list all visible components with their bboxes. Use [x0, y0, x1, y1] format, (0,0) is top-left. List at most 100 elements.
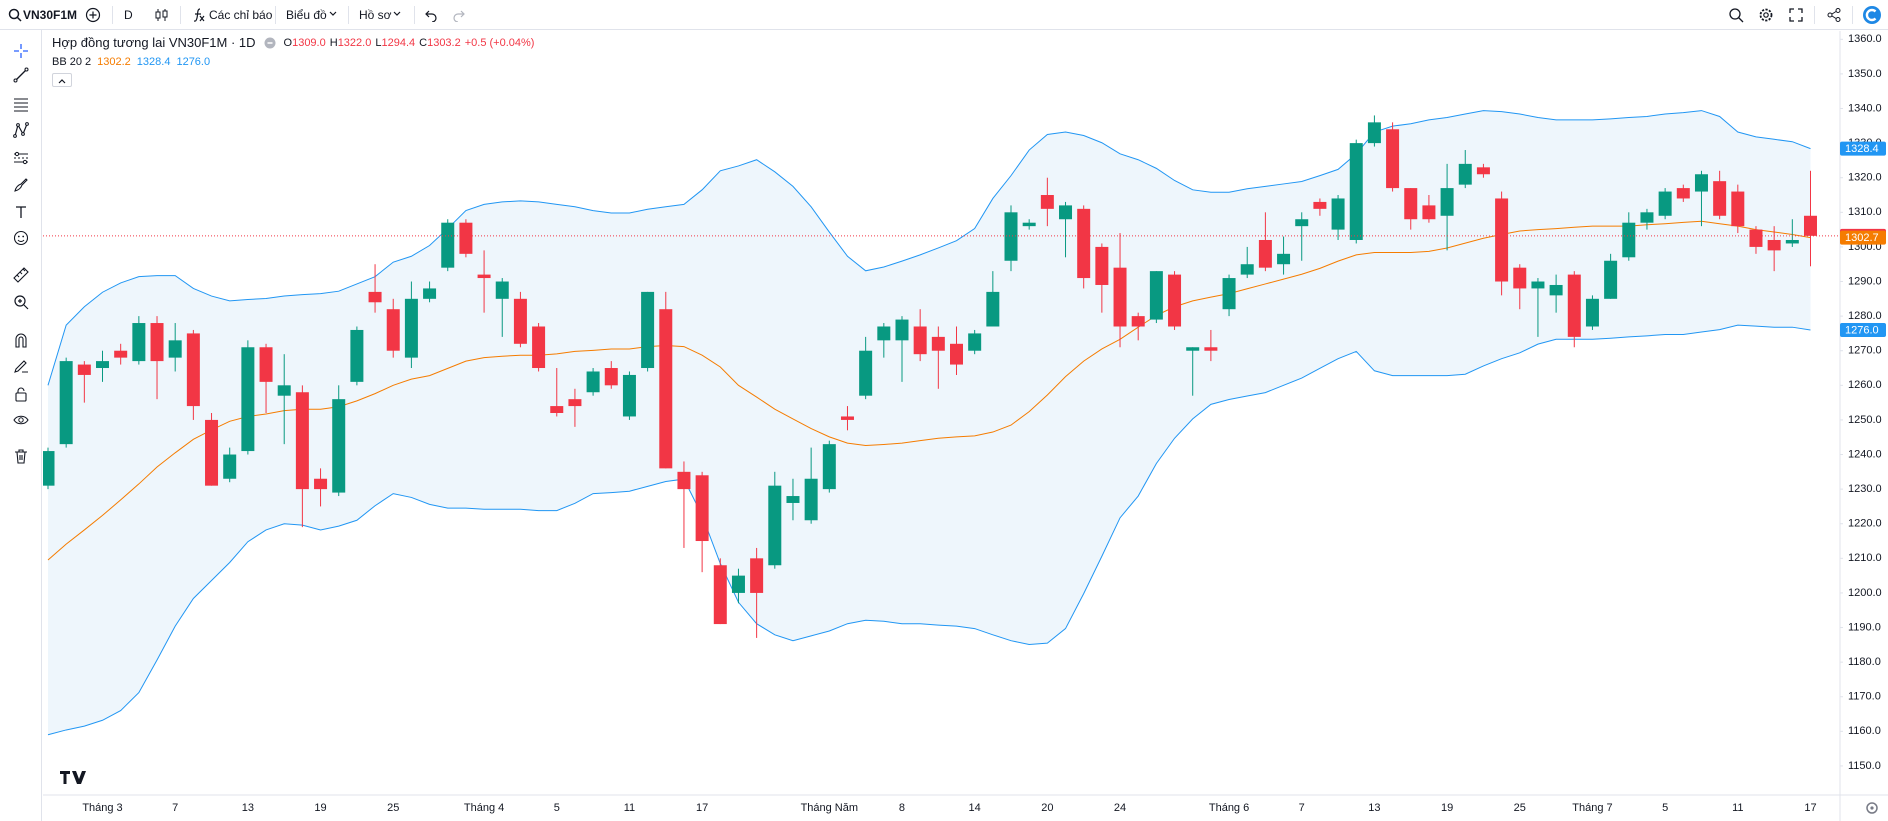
y-tick-label: 1280.0	[1848, 310, 1882, 322]
candle-body	[205, 419, 219, 486]
stay-drawing-tool[interactable]	[13, 358, 29, 374]
collapse-button[interactable]	[52, 73, 72, 87]
x-tick-label: 11	[624, 802, 635, 814]
candle-body	[350, 329, 364, 382]
compare-icon[interactable]	[85, 7, 101, 23]
ohlc-key: H	[329, 36, 338, 49]
price-tag	[1840, 141, 1886, 156]
brand-icon[interactable]	[1862, 5, 1882, 25]
candle-body	[404, 298, 418, 358]
legend-ohlc: O1309.0 H1322.0 L1294.4 C1303.2 +0.5 (+0.04%…	[284, 37, 535, 49]
search-icon[interactable]	[8, 8, 22, 22]
brush-tool[interactable]	[13, 177, 29, 193]
candle-body	[568, 399, 582, 407]
left-toolbar	[0, 30, 42, 821]
settings-icon[interactable]	[1758, 7, 1774, 23]
y-tick-label: 1320.0	[1848, 172, 1882, 184]
candle-body	[1059, 205, 1073, 220]
candle-body	[1131, 316, 1145, 327]
chevron[interactable]	[329, 11, 337, 17]
candle-body	[43, 451, 55, 486]
fib-tool[interactable]	[13, 96, 29, 112]
candle-body	[114, 350, 128, 358]
share-icon[interactable]	[1826, 7, 1842, 23]
candle-body	[659, 309, 673, 469]
candle-body	[259, 347, 273, 382]
chevron[interactable]	[393, 11, 401, 17]
legend-status[interactable]	[264, 37, 276, 49]
candle-body	[986, 291, 1000, 327]
crosshair-tool[interactable]	[13, 43, 29, 59]
candle-body	[1803, 215, 1817, 236]
x-tick-label: 8	[899, 802, 905, 814]
ohlc-key: O	[283, 36, 293, 49]
ohlc-change: +0.5 (+0.04%)	[464, 36, 535, 49]
chart-style-button[interactable]: Biểu đồ	[286, 8, 327, 22]
candle-body	[1040, 195, 1054, 209]
chart-type-icon[interactable]	[154, 7, 170, 23]
candle-body	[1495, 198, 1509, 282]
candle-body	[1404, 188, 1418, 220]
candle-body	[1440, 188, 1454, 216]
trend-line-tool[interactable]	[13, 67, 29, 83]
y-tick-label: 1180.0	[1848, 656, 1881, 668]
quick-search-icon[interactable]	[1728, 7, 1744, 23]
y-tick-label: 1360.0	[1848, 33, 1882, 45]
visibility-tool[interactable]	[13, 412, 29, 428]
candle-body	[1749, 229, 1763, 247]
settings-icon[interactable]	[1866, 802, 1878, 814]
top-toolbar: VN30F1M D Các chỉ báo Biểu đồ Hồ sơ	[0, 0, 1888, 30]
redo-icon[interactable]	[452, 8, 466, 22]
lock-tool[interactable]	[13, 386, 29, 402]
candle-body	[1004, 212, 1018, 261]
separator	[180, 6, 181, 24]
x-tick-label: 17	[696, 802, 708, 814]
zoom-tool[interactable]	[13, 294, 29, 310]
candle-body	[1313, 201, 1327, 209]
candle-body	[1513, 267, 1527, 289]
indicators-button[interactable]: Các chỉ báo	[209, 8, 273, 22]
candle-body	[859, 350, 873, 396]
candle-body	[968, 333, 982, 351]
price-tag	[1840, 322, 1886, 337]
x-tick-label: 13	[1368, 802, 1380, 814]
candle-body	[1022, 222, 1036, 227]
x-tick-label: 5	[554, 802, 560, 814]
candle-body	[1531, 281, 1545, 289]
delete-tool[interactable]	[13, 448, 29, 464]
candle-body	[877, 326, 891, 341]
x-tick-label: Tháng Năm	[801, 802, 858, 814]
ohlc-value: 1303.2	[427, 36, 461, 49]
y-tick-label: 1230.0	[1848, 483, 1882, 495]
magnet-tool[interactable]	[13, 332, 29, 348]
candle-body	[1295, 219, 1309, 227]
y-tick-label: 1170.0	[1848, 691, 1881, 703]
candle-body	[1476, 167, 1490, 175]
symbol[interactable]: VN30F1M	[23, 8, 78, 22]
ohlc-value: 1322.0	[337, 36, 372, 49]
candle-body	[1367, 122, 1381, 144]
candle-body	[586, 371, 600, 393]
profile-button[interactable]: Hồ sơ	[359, 8, 392, 22]
y-tick-label: 1190.0	[1848, 621, 1881, 633]
interval[interactable]: D	[124, 8, 133, 22]
text-tool[interactable]	[13, 204, 29, 220]
candle-body	[1713, 181, 1727, 216]
logo[interactable]	[60, 771, 86, 784]
indicators-icon[interactable]	[191, 7, 207, 23]
undo-icon[interactable]	[424, 8, 438, 22]
ruler-tool[interactable]	[13, 267, 29, 283]
candle-body	[459, 222, 473, 254]
legend-title: Hợp đồng tương lai VN30F1M · 1D	[52, 35, 256, 50]
candle-body	[332, 399, 346, 493]
icon-tool[interactable]	[13, 230, 29, 246]
candle-body	[1186, 347, 1200, 351]
y-tick-label: 1240.0	[1848, 448, 1882, 460]
pattern-tool[interactable]	[13, 122, 29, 138]
prediction-tool[interactable]	[13, 150, 29, 166]
candle-body	[1149, 271, 1163, 320]
x-tick-label: 5	[1662, 802, 1668, 814]
ohlc-key: C	[419, 36, 428, 49]
candle-body	[913, 326, 927, 355]
fullscreen-icon[interactable]	[1788, 7, 1804, 23]
